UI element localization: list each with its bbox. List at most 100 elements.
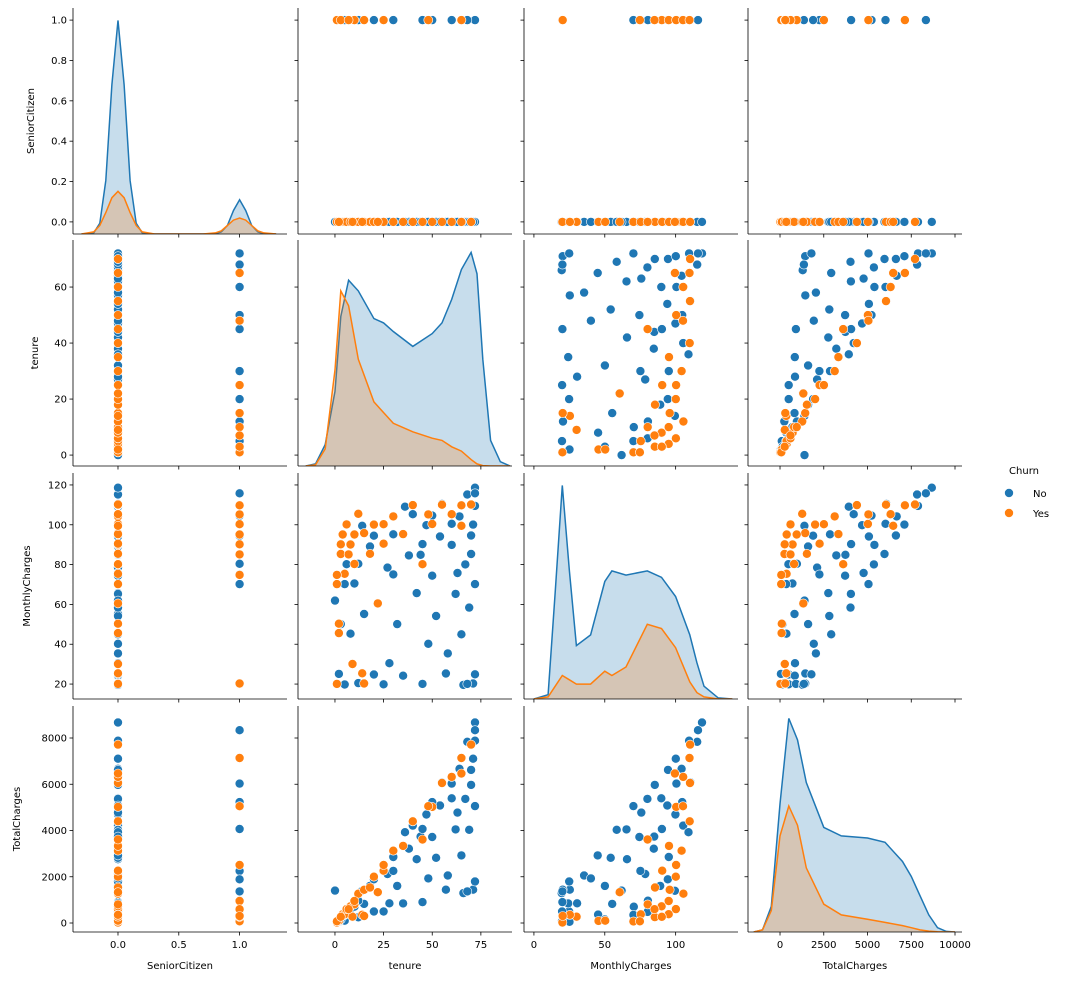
scatter-point-yes xyxy=(407,500,418,510)
legend-marker-yes xyxy=(1004,508,1014,518)
scatter-point-yes xyxy=(663,422,674,432)
scatter-point-no xyxy=(863,579,874,589)
x-axis-label: tenure xyxy=(389,961,422,972)
scatter-point-no xyxy=(636,273,647,284)
scatter-point-no xyxy=(431,611,441,621)
scatter-point-yes xyxy=(427,217,438,227)
scatter-point-no xyxy=(799,259,809,270)
scatter-point-yes xyxy=(113,282,123,292)
scatter-point-no xyxy=(634,310,645,320)
scatter-point-yes xyxy=(776,628,787,638)
scatter-point-no xyxy=(824,611,835,621)
panel-content xyxy=(305,250,511,466)
scatter-point-no xyxy=(464,824,475,835)
scatter-point-no xyxy=(564,876,575,887)
scatter-point-yes xyxy=(234,896,245,906)
scatter-point-no xyxy=(611,256,622,267)
scatter-point-no xyxy=(557,324,568,334)
y-tick-label: 120 xyxy=(48,480,67,491)
scatter-point-yes xyxy=(113,499,123,510)
kde-line-yes xyxy=(305,288,511,466)
scatter-point-no xyxy=(670,753,681,764)
scatter-point-yes xyxy=(781,217,792,227)
scatter-point-no xyxy=(572,371,582,382)
scatter-point-no xyxy=(564,248,575,259)
y-tick-label: 2000 xyxy=(42,872,67,883)
scatter-point-yes xyxy=(779,425,790,435)
scatter-point-yes xyxy=(649,15,660,25)
scatter-point-no xyxy=(427,570,438,581)
scatter-point-no xyxy=(662,800,673,811)
scatter-point-yes xyxy=(234,570,245,580)
scatter-point-yes xyxy=(423,509,434,520)
x-tick-label: 0.0 xyxy=(110,940,126,951)
scatter-point-yes xyxy=(657,865,668,876)
scatter-point-no xyxy=(649,780,660,790)
scatter-point-no xyxy=(789,670,800,681)
scatter-point-no xyxy=(446,15,457,25)
scatter-point-no xyxy=(864,531,874,542)
scatter-point-yes xyxy=(437,217,447,227)
scatter-point-no xyxy=(826,268,837,278)
legend-label-yes: Yes xyxy=(1032,509,1049,520)
scatter-point-no xyxy=(330,885,340,896)
scatter-point-no xyxy=(634,832,645,842)
scatter-point-yes xyxy=(663,896,674,906)
scatter-point-no xyxy=(628,248,639,259)
scatter-point-yes xyxy=(810,519,820,530)
kde-line-no xyxy=(753,718,956,932)
scatter-point-yes xyxy=(791,422,802,432)
scatter-point-no xyxy=(697,217,707,227)
scatter-point-yes xyxy=(780,15,791,25)
scatter-point-yes xyxy=(671,904,681,914)
scatter-point-no xyxy=(400,827,410,838)
panel-SeniorCitizen-vs-tenure xyxy=(294,8,512,238)
scatter-point-yes xyxy=(113,659,123,669)
scatter-point-no xyxy=(423,873,434,884)
scatter-point-yes xyxy=(676,845,687,856)
scatter-point-yes xyxy=(798,598,809,609)
scatter-point-yes xyxy=(343,904,354,915)
legend-marker-no xyxy=(1004,488,1014,498)
scatter-point-no xyxy=(407,509,418,520)
scatter-point-yes xyxy=(642,899,653,910)
x-axis-label: TotalCharges xyxy=(822,961,887,972)
scatter-point-no xyxy=(662,874,673,885)
y-axis-label: SeniorCitizen xyxy=(26,88,37,154)
x-tick-label: 0 xyxy=(777,940,783,951)
scatter-point-no xyxy=(466,530,476,541)
scatter-point-yes xyxy=(113,444,123,455)
scatter-point-no xyxy=(840,310,850,320)
kde-line-no xyxy=(305,250,511,466)
scatter-point-yes xyxy=(900,15,910,25)
scatter-point-no xyxy=(869,262,879,273)
scatter-point-no xyxy=(846,589,856,599)
panel-TotalCharges-vs-tenure: 0 25 50 75 xyxy=(294,706,512,951)
scatter-point-no xyxy=(384,898,395,909)
scatter-point-yes xyxy=(369,519,379,530)
scatter-point-no xyxy=(382,562,393,573)
scatter-point-yes xyxy=(656,441,667,452)
scatter-point-no xyxy=(369,530,379,541)
scatter-point-yes xyxy=(341,519,352,530)
scatter-point-yes xyxy=(446,217,457,227)
scatter-point-no xyxy=(846,276,856,287)
scatter-point-no xyxy=(462,886,473,897)
scatter-point-no xyxy=(693,248,703,259)
scatter-point-no xyxy=(790,371,800,382)
scatter-point-yes xyxy=(359,15,369,25)
scatter-point-no xyxy=(789,352,800,362)
scatter-point-yes xyxy=(113,509,123,520)
panel-content xyxy=(775,482,937,690)
scatter-point-no xyxy=(466,765,476,775)
scatter-point-no xyxy=(899,217,910,227)
scatter-point-yes xyxy=(671,860,681,870)
scatter-point-no xyxy=(427,832,438,842)
scatter-point-no xyxy=(648,843,659,854)
kde-fill-no xyxy=(533,485,733,699)
scatter-point-yes xyxy=(642,324,653,334)
scatter-point-yes xyxy=(113,352,123,362)
scatter-point-yes xyxy=(614,217,625,227)
scatter-point-no xyxy=(656,282,667,292)
scatter-point-no xyxy=(811,287,821,298)
